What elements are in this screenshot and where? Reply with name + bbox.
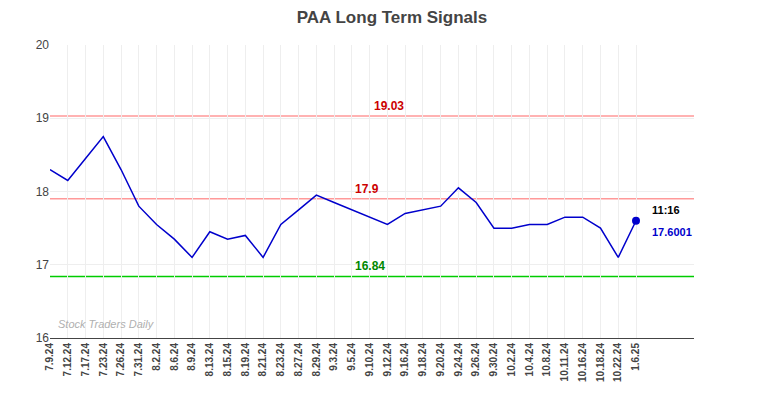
svg-text:10.2.24: 10.2.24 [506, 343, 517, 377]
svg-text:17.9: 17.9 [355, 182, 379, 196]
svg-text:8.6.24: 8.6.24 [169, 343, 180, 371]
svg-text:10.4.24: 10.4.24 [524, 343, 535, 377]
svg-text:7.9.24: 7.9.24 [44, 343, 55, 371]
svg-text:9.3.24: 9.3.24 [328, 343, 339, 371]
svg-text:7.17.24: 7.17.24 [80, 343, 91, 377]
svg-text:7.26.24: 7.26.24 [115, 343, 126, 377]
svg-text:Stock Traders Daily: Stock Traders Daily [58, 318, 155, 330]
svg-text:9.18.24: 9.18.24 [417, 343, 428, 377]
svg-text:9.26.24: 9.26.24 [470, 343, 481, 377]
svg-text:17.6001: 17.6001 [652, 226, 692, 238]
svg-text:8.27.24: 8.27.24 [293, 343, 304, 377]
svg-text:9.24.24: 9.24.24 [453, 343, 464, 377]
svg-text:10.8.24: 10.8.24 [541, 343, 552, 377]
svg-text:17: 17 [36, 258, 50, 272]
svg-text:9.20.24: 9.20.24 [435, 343, 446, 377]
svg-text:10.22.24: 10.22.24 [612, 343, 623, 382]
svg-text:1.6.25: 1.6.25 [630, 343, 641, 371]
svg-text:7.31.24: 7.31.24 [133, 343, 144, 377]
svg-text:7.23.24: 7.23.24 [98, 343, 109, 377]
svg-text:8.15.24: 8.15.24 [222, 343, 233, 377]
svg-text:9.10.24: 9.10.24 [364, 343, 375, 377]
svg-text:9.16.24: 9.16.24 [399, 343, 410, 377]
svg-text:11:16: 11:16 [652, 204, 680, 216]
svg-text:PAA Long Term Signals: PAA Long Term Signals [297, 8, 487, 27]
svg-text:8.9.24: 8.9.24 [186, 343, 197, 371]
svg-text:20: 20 [36, 38, 50, 52]
svg-text:7.12.24: 7.12.24 [62, 343, 73, 377]
svg-text:19.03: 19.03 [374, 99, 404, 113]
svg-text:16: 16 [36, 331, 50, 345]
svg-text:8.23.24: 8.23.24 [275, 343, 286, 377]
svg-text:8.21.24: 8.21.24 [257, 343, 268, 377]
svg-text:16.84: 16.84 [355, 259, 385, 273]
svg-text:9.12.24: 9.12.24 [382, 343, 393, 377]
svg-text:8.13.24: 8.13.24 [204, 343, 215, 377]
svg-text:8.19.24: 8.19.24 [240, 343, 251, 377]
svg-text:10.16.24: 10.16.24 [577, 343, 588, 382]
svg-text:9.5.24: 9.5.24 [346, 343, 357, 371]
svg-text:18: 18 [36, 185, 50, 199]
svg-text:8.29.24: 8.29.24 [311, 343, 322, 377]
svg-text:10.11.24: 10.11.24 [559, 343, 570, 382]
svg-text:9.30.24: 9.30.24 [488, 343, 499, 377]
svg-text:8.2.24: 8.2.24 [151, 343, 162, 371]
svg-text:10.18.24: 10.18.24 [595, 343, 606, 382]
svg-text:19: 19 [36, 111, 50, 125]
